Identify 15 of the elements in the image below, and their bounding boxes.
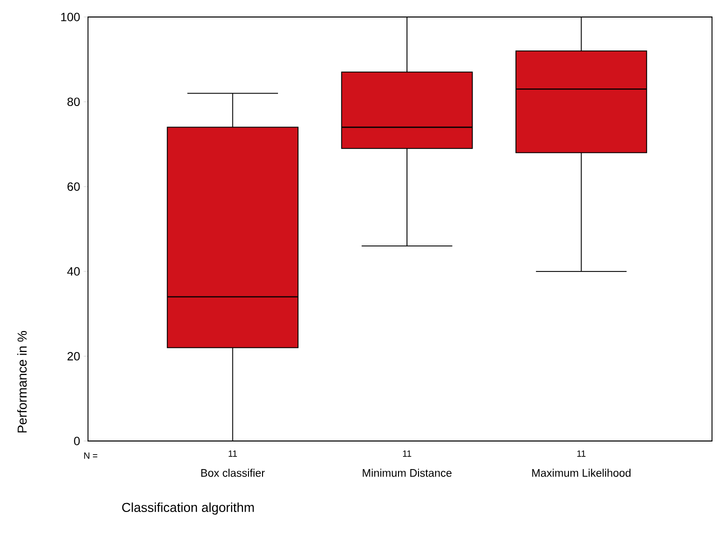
x-tick-label: Maximum Likelihood	[532, 468, 630, 477]
text: 11	[228, 450, 237, 457]
text: 11	[577, 450, 586, 457]
text: N =	[84, 452, 98, 459]
y-axis-title: Performance in %	[17, 331, 27, 432]
y-tick-label: 20	[68, 352, 80, 360]
text: 11	[403, 450, 412, 457]
y-tick-label: 100	[61, 12, 80, 22]
y-tick-label: 60	[68, 182, 80, 191]
x-tick-label: Minimum Distance	[362, 468, 452, 477]
x-tick-label: Box classifier	[201, 468, 265, 477]
x-axis-title: Classification algorithm	[122, 502, 254, 515]
y-tick-label: 0	[74, 436, 80, 446]
y-tick-label: 40	[67, 267, 80, 276]
y-tick-label: 80	[67, 98, 80, 106]
